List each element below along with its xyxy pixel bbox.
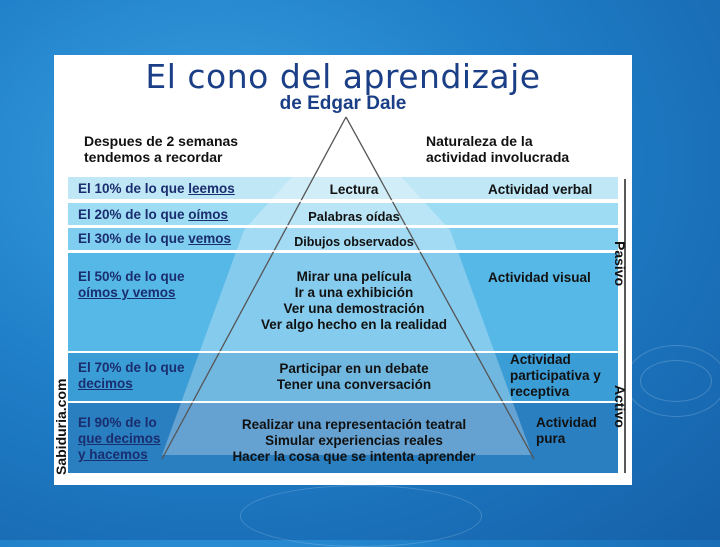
retention-prefix: El 10% de lo que [78, 181, 189, 196]
band-doing [68, 403, 618, 473]
retention-verb: leemos [188, 181, 235, 196]
retention-verb: oímos [188, 207, 229, 222]
nature-line: Actividad visual [488, 270, 591, 285]
nature-line: participativa y [510, 368, 601, 383]
nature-line: receptiva [510, 384, 570, 399]
header-activity: Naturaleza de la actividad involucrada [426, 133, 569, 165]
side-label-passive: Pasivo [612, 241, 628, 287]
activity-line: Ver una demostración [283, 301, 425, 316]
retention-30: El 30% de lo que vemos [78, 231, 231, 247]
retention-70: El 70% de lo que decimos [78, 360, 185, 392]
activity-line: Participar en un debate [279, 361, 429, 376]
band-watching [68, 253, 618, 351]
band-seeing [68, 228, 618, 250]
band-saying [68, 353, 618, 401]
retention-line: El 70% de lo que [78, 360, 185, 375]
band-hearing [68, 203, 618, 225]
activity-hearing: Palabras oídas [204, 209, 504, 225]
retention-50: El 50% de lo que oímos y vemos [78, 269, 185, 301]
retention-20: El 20% de lo que oímos [78, 207, 228, 223]
nature-participative: Actividad participativa y receptiva [510, 352, 601, 400]
header-retention-line: tendemos a recordar [84, 149, 223, 165]
activity-doing: Realizar una representación teatral Simu… [204, 417, 504, 465]
activity-line: Ir a una exhibición [294, 285, 414, 300]
activity-line: Tener una conversación [276, 377, 432, 392]
activity-line: Dibujos observados [294, 235, 414, 249]
retention-line: El 50% de lo que [78, 269, 185, 284]
diagram-card: El cono del aprendizaje de Edgar Dale De… [53, 55, 632, 485]
retention-line: El 90% de lo [78, 415, 157, 430]
retention-90: El 90% de lo que decimos y hacemos [78, 415, 161, 463]
page-subtitle: de Edgar Dale [279, 93, 407, 114]
nature-line: Actividad [536, 415, 597, 430]
side-label-active: Activo [612, 385, 628, 428]
retention-verb: decimos [78, 376, 133, 391]
band-reading [68, 177, 618, 199]
activity-reading: Lectura [204, 182, 504, 198]
retention-verb: y hacemos [78, 447, 148, 462]
activity-saying: Participar en un debate Tener una conver… [204, 361, 504, 393]
header-retention-line: Despues de 2 semanas [84, 133, 239, 149]
activity-line: Lectura [329, 182, 379, 197]
header-retention: Despues de 2 semanas tendemos a recordar [84, 133, 238, 165]
activity-line: Simular experiencias reales [265, 433, 443, 448]
credit-watermark: Sabiduria.com [53, 378, 69, 475]
header-activity-line: Naturaleza de la [426, 133, 533, 149]
retention-verb: que decimos [78, 431, 161, 446]
nature-visual: Actividad visual [488, 270, 591, 286]
activity-seeing: Dibujos observados [204, 234, 504, 250]
nature-pure: Actividad pura [536, 415, 597, 447]
activity-watching: Mirar una película Ir a una exhibición V… [204, 269, 504, 333]
activity-line: Hacer la cosa que se intenta aprender [232, 449, 476, 464]
nature-line: pura [536, 431, 566, 446]
nature-line: Actividad verbal [488, 182, 593, 197]
retention-verb: vemos [188, 231, 232, 246]
activity-line: Palabras oídas [308, 209, 400, 224]
page-title: El cono del aprendizaje [145, 57, 541, 96]
background-ripple [240, 485, 482, 547]
nature-line: Actividad [510, 352, 571, 367]
background-ripple [625, 345, 720, 417]
retention-prefix: El 20% de lo que [78, 207, 189, 222]
header-activity-line: actividad involucrada [426, 149, 570, 165]
nature-verbal: Actividad verbal [488, 182, 592, 198]
activity-line: Mirar una película [296, 269, 412, 284]
activity-line: Realizar una representación teatral [241, 417, 467, 432]
retention-verb: oímos y vemos [78, 285, 176, 300]
retention-10: El 10% de lo que leemos [78, 181, 235, 197]
cone-outline [68, 116, 626, 473]
activity-line: Ver algo hecho en la realidad [260, 317, 448, 332]
retention-prefix: El 30% de lo que [78, 231, 189, 246]
